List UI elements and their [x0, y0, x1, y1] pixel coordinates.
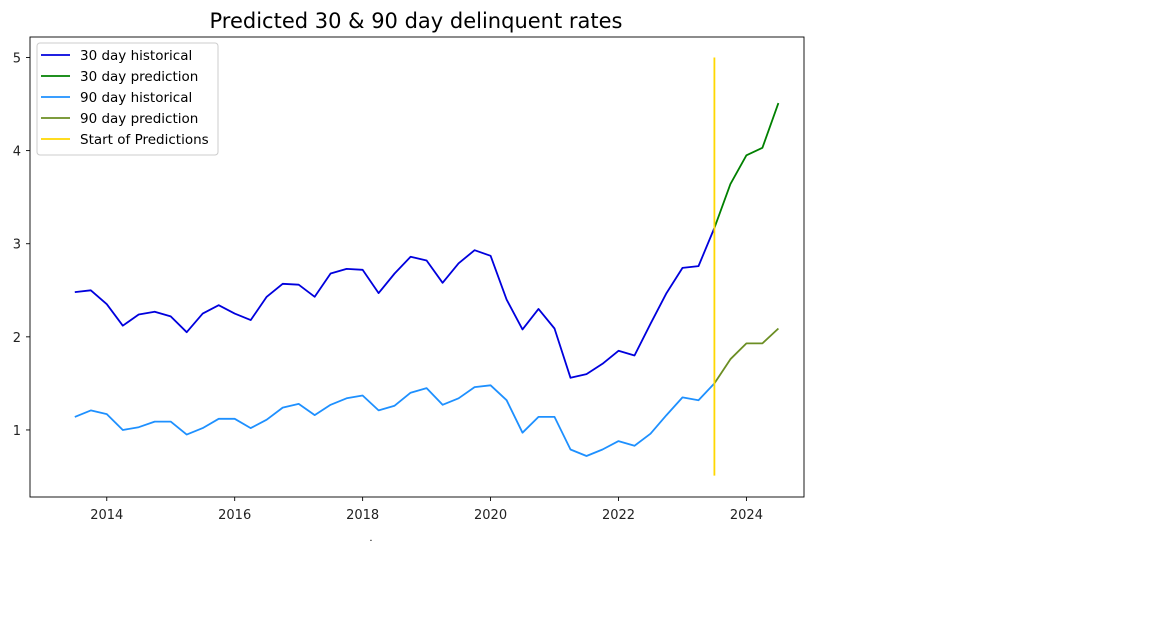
y-tick-label: 5 — [13, 51, 21, 66]
x-tick-label: 2022 — [602, 508, 635, 523]
legend-box — [36, 42, 219, 156]
axis-ticks: 2014 2016 2018 2020 2022 2024 1 2 3 4 5 — [13, 51, 763, 523]
x-tick-label: 2018 — [346, 508, 379, 523]
plot-area — [29, 36, 805, 498]
chart-title: Predicted 30 & 90 day delinquent rates — [209, 9, 622, 33]
series-line-90-day-prediction — [713, 327, 780, 384]
legend-label: 30 day historical — [80, 48, 192, 64]
x-tick-label: 2014 — [90, 508, 123, 523]
legend-label: 30 day prediction — [80, 69, 198, 85]
legend: 30 day historical 30 day prediction 90 day… — [36, 42, 219, 156]
series-line-90-day-historical — [74, 382, 716, 457]
series-lines — [74, 57, 780, 476]
x-tick-label: 2016 — [218, 508, 251, 523]
x-tick-label: 2020 — [474, 508, 507, 523]
x-tick-label: 2024 — [730, 508, 763, 523]
series-line-30-day-prediction — [713, 102, 780, 229]
y-tick-label: 1 — [13, 424, 21, 439]
series-line-30-day-historical — [74, 227, 716, 379]
footnote: . — [369, 533, 372, 544]
y-tick-label: 2 — [13, 331, 21, 346]
plot-frame — [29, 36, 805, 498]
legend-label: 90 day historical — [80, 90, 192, 106]
legend-label: 90 day prediction — [80, 111, 198, 127]
y-tick-label: 4 — [13, 145, 21, 160]
legend-label: Start of Predictions — [80, 132, 209, 148]
y-tick-label: 3 — [13, 238, 21, 253]
